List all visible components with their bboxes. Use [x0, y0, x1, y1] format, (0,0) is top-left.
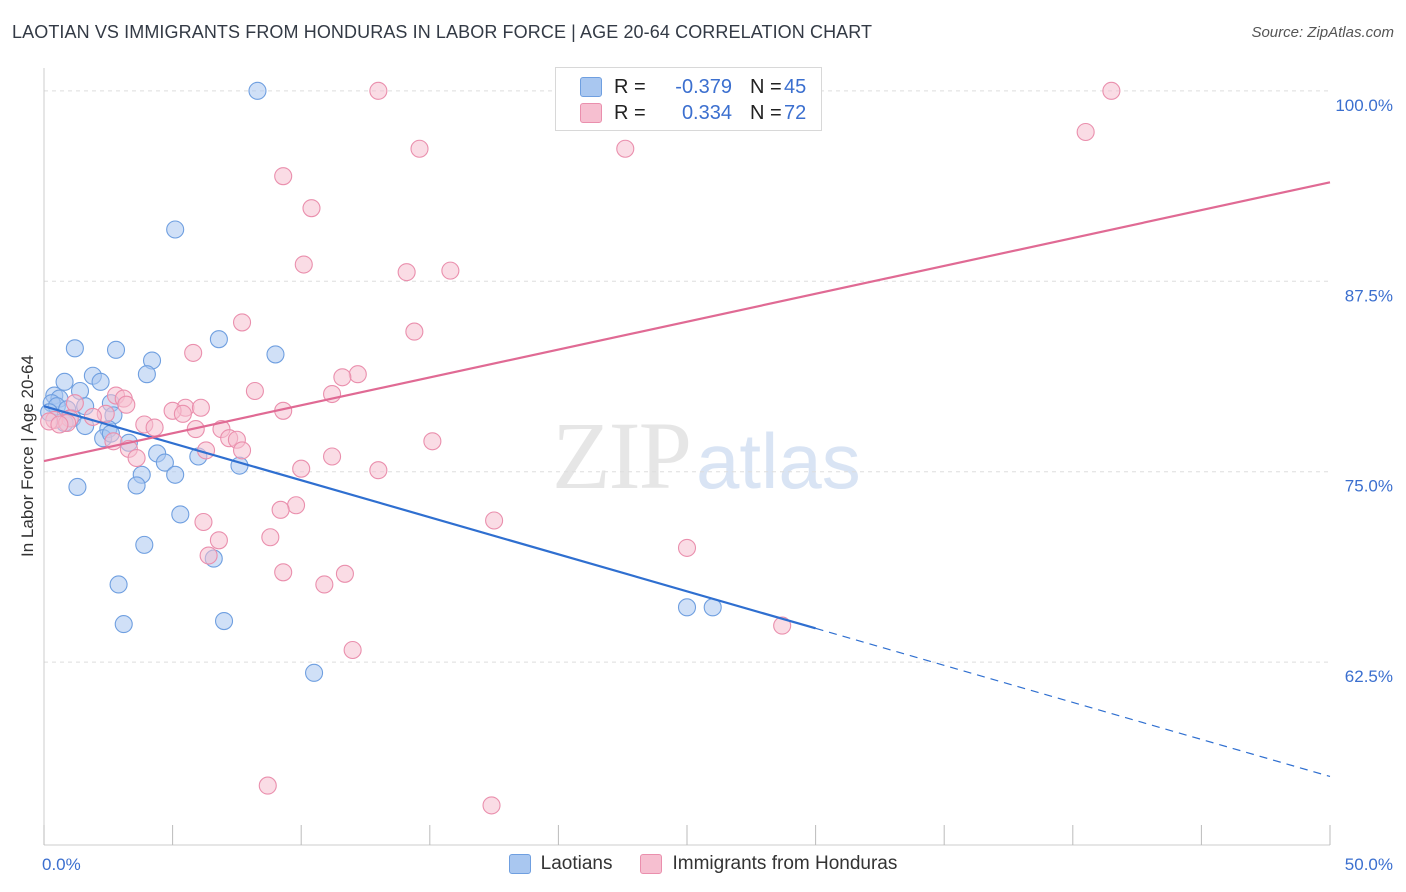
n-value: 72: [784, 101, 807, 124]
honduras-point: [50, 415, 69, 434]
honduras-point: [1076, 122, 1095, 142]
honduras-point: [343, 640, 362, 660]
watermark: ZIPatlas: [552, 400, 861, 511]
legend-label-laotians: Laotians: [540, 853, 613, 874]
honduras-point: [485, 511, 504, 530]
honduras-point: [287, 496, 306, 515]
laotians-point: [266, 345, 285, 364]
laotians-point: [137, 365, 156, 384]
honduras-swatch: [580, 103, 602, 123]
watermark-zip: ZIP: [552, 402, 692, 509]
laotians-swatch: [580, 77, 602, 97]
honduras-point: [616, 139, 635, 158]
r-label: R =: [614, 101, 646, 124]
honduras-point: [348, 365, 367, 384]
legend-item-laotians[interactable]: Laotians: [508, 853, 613, 875]
honduras-point: [191, 398, 210, 417]
honduras-point: [397, 263, 416, 282]
honduras-point: [173, 404, 192, 423]
y-tick-label: 100.0%: [1335, 96, 1393, 115]
honduras-point: [302, 199, 321, 218]
laotians-point: [214, 611, 234, 631]
laotians-point: [166, 465, 185, 484]
honduras-point: [145, 418, 164, 437]
source-credit: Source: ZipAtlas.com: [1251, 24, 1394, 41]
y-axis-label: In Labor Force | Age 20-64: [18, 355, 37, 557]
laotians-point: [55, 372, 74, 391]
laotians-point: [114, 615, 133, 634]
honduras-point: [333, 368, 352, 387]
laotians-point: [155, 453, 174, 472]
series-legend: Laotians Immigrants from Honduras: [0, 851, 1406, 877]
x-tick-label: 50.0%: [1345, 855, 1393, 874]
honduras-point: [773, 616, 792, 635]
honduras-point: [258, 776, 277, 795]
honduras-point: [423, 432, 442, 451]
laotians-point: [209, 330, 228, 349]
honduras-point: [127, 448, 146, 468]
laotians-point: [171, 505, 190, 524]
honduras-point: [677, 538, 697, 557]
laotians-point: [135, 535, 154, 554]
honduras-point: [369, 461, 388, 480]
honduras-point: [199, 546, 218, 565]
y-tick-label: 62.5%: [1345, 667, 1393, 686]
y-tick-label: 87.5%: [1345, 286, 1393, 305]
chart-title: LAOTIAN VS IMMIGRANTS FROM HONDURAS IN L…: [12, 22, 873, 42]
legend-row-honduras: R = 0.334 N = 72: [580, 100, 806, 126]
honduras-point: [194, 512, 213, 532]
honduras-point: [441, 261, 460, 280]
honduras-swatch: [640, 854, 663, 874]
honduras-point: [482, 796, 501, 815]
legend-row-laotians: R = -0.379 N = 45: [580, 74, 806, 100]
honduras-point: [405, 322, 424, 341]
laotians-point: [248, 81, 267, 100]
honduras-point: [315, 575, 334, 594]
n-label: N =: [750, 75, 782, 98]
honduras-trend-line: [43, 181, 1331, 463]
r-value: 0.334: [681, 101, 732, 124]
laotians-point: [106, 340, 126, 359]
honduras-point: [117, 395, 136, 414]
legend-item-honduras[interactable]: Immigrants from Honduras: [640, 853, 897, 875]
laotians-point: [677, 598, 697, 617]
honduras-point: [323, 447, 342, 466]
laotians-point: [166, 220, 185, 239]
r-label: R =: [614, 75, 646, 98]
honduras-point: [335, 564, 354, 583]
honduras-point: [184, 343, 203, 362]
laotians-point: [65, 339, 84, 358]
honduras-point: [292, 459, 311, 478]
honduras-point: [274, 563, 293, 582]
laotians-trend-line-extension: [815, 627, 1331, 778]
honduras-point: [232, 441, 252, 460]
honduras-point: [65, 394, 84, 413]
r-value: -0.379: [675, 75, 732, 98]
watermark-atlas: atlas: [696, 417, 861, 505]
honduras-point: [245, 381, 264, 401]
honduras-point: [410, 139, 429, 158]
honduras-point: [369, 81, 388, 100]
x-tick-label: 0.0%: [42, 855, 81, 874]
stats-legend: R = -0.379 N = 45 R = 0.334 N = 72: [555, 67, 822, 131]
honduras-point: [1102, 81, 1121, 100]
y-tick-label: 75.0%: [1345, 477, 1393, 496]
honduras-point: [209, 531, 228, 550]
honduras-point: [274, 167, 293, 186]
n-value: 45: [784, 75, 807, 98]
honduras-point: [294, 255, 313, 274]
laotians-point: [109, 575, 128, 594]
laotians-point: [305, 663, 324, 682]
laotians-swatch: [508, 854, 531, 874]
laotians-point: [68, 477, 87, 497]
n-label: N =: [750, 101, 782, 124]
legend-label-honduras: Immigrants from Honduras: [672, 853, 898, 874]
honduras-point: [271, 500, 290, 519]
honduras-point: [261, 528, 280, 547]
laotians-trend-line: [43, 405, 816, 630]
laotians-point: [91, 372, 110, 391]
honduras-point: [232, 313, 252, 332]
laotians-point: [127, 476, 146, 495]
